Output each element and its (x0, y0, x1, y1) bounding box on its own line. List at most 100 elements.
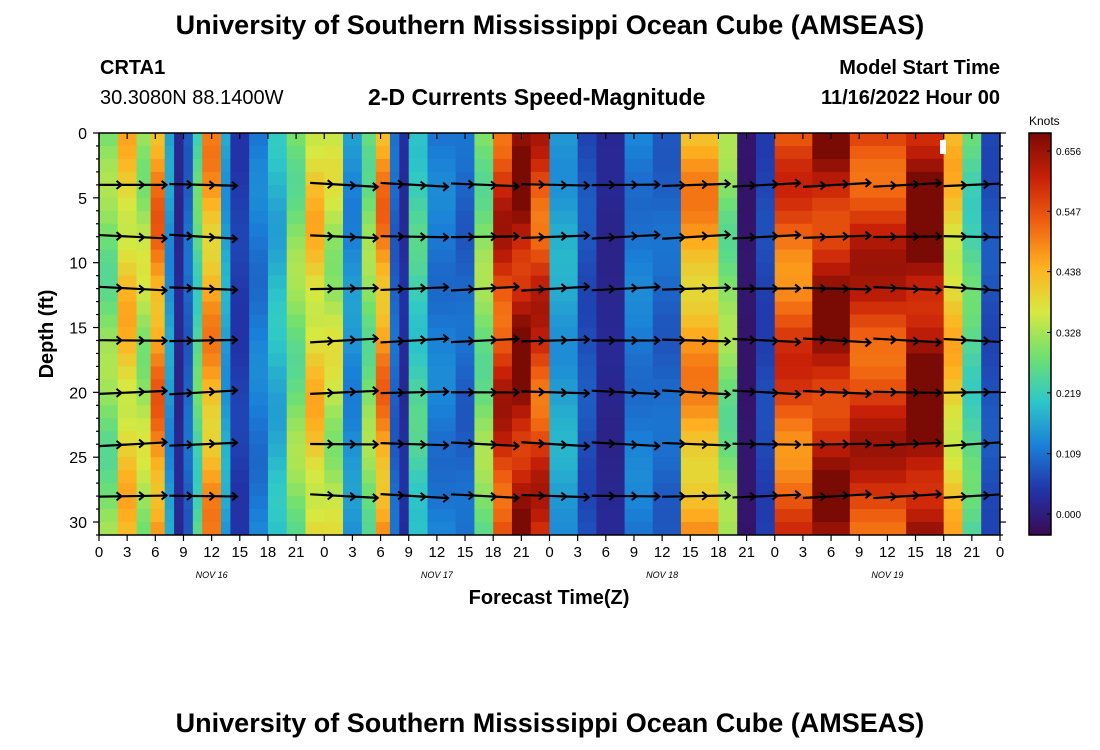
heatmap-cell (117, 223, 138, 238)
heatmap-cell (249, 418, 269, 432)
x-axis: 0 3 6 9 12 15 18 21 0 3 6 9 12 15 18 21 0 3 6 9 12 15 18 21 0 3 6 9… (95, 133, 1004, 580)
heatmap-cell (343, 483, 363, 497)
vector-arrowhead (701, 179, 709, 190)
heatmap-cell (981, 262, 1000, 277)
vector-line (521, 493, 589, 499)
heatmap-cell (427, 353, 457, 368)
heatmap-cell (389, 457, 400, 471)
heatmap-cell (221, 262, 231, 277)
heatmap-cell (343, 327, 363, 342)
heatmap-cell (755, 392, 776, 406)
heatmap-cell (906, 314, 945, 329)
heatmap-cell (249, 249, 269, 264)
heatmap-cell (408, 366, 429, 380)
vector-arrowhead (724, 229, 732, 240)
heatmap-cell (399, 210, 410, 225)
heatmap-cell (324, 509, 344, 523)
heatmap-cell (249, 288, 269, 303)
vector-line (873, 286, 941, 292)
vector-arrowhead (935, 231, 943, 242)
heatmap-cell (624, 405, 654, 419)
heatmap-cell (427, 340, 457, 355)
heatmap-cell (906, 418, 945, 432)
vector-arrowhead (631, 388, 639, 398)
heatmap-cell (286, 444, 307, 458)
heatmap-cell (99, 133, 119, 147)
heatmap-cell (305, 262, 325, 277)
vector-arrowhead (679, 284, 687, 294)
heatmap-cell (164, 210, 175, 225)
heatmap-cell (99, 353, 119, 368)
heatmap-cell (202, 444, 222, 458)
vector-line (380, 442, 449, 447)
heatmap-cell (192, 262, 203, 277)
heatmap-cell (718, 457, 738, 471)
heatmap-cell (455, 184, 476, 199)
heatmap-cell (577, 444, 598, 458)
heatmap-cell (812, 431, 851, 445)
heatmap-cell (530, 431, 551, 445)
heatmap-cell (577, 288, 598, 303)
x-tick-label: 9 (630, 544, 638, 561)
heatmap-cell (249, 353, 269, 368)
heatmap-cell (962, 431, 982, 445)
heatmap-cell (511, 236, 532, 251)
heatmap-cell (624, 418, 654, 432)
heatmap-cell (202, 158, 222, 173)
heatmap-cell (99, 249, 119, 264)
heatmap-cell (962, 405, 982, 419)
vector-arrowhead (583, 230, 591, 241)
heatmap-cell (375, 457, 391, 471)
heatmap-cell (249, 496, 269, 510)
heatmap-cell (249, 236, 269, 251)
vector-line (873, 390, 941, 395)
heatmap-cell (511, 418, 532, 432)
heatmap-cell (549, 301, 579, 316)
heatmap-cell (493, 431, 513, 445)
vector-arrowhead (912, 179, 920, 190)
heatmap-cell (906, 133, 945, 147)
heatmap-cell (981, 327, 1000, 342)
heatmap-cell (399, 366, 410, 380)
heatmap-cell (718, 197, 738, 212)
heatmap-cell (183, 145, 194, 160)
vector-arrowhead (701, 491, 709, 501)
heatmap-cell (174, 353, 185, 368)
heatmap-cell (493, 496, 513, 510)
x-tick-label: 21 (964, 544, 981, 561)
heatmap-cell (221, 288, 231, 303)
heatmap-cell (343, 184, 363, 199)
heatmap-cell (183, 249, 194, 264)
heatmap-cell (389, 470, 400, 484)
heatmap-cell (99, 184, 119, 199)
heatmap-cell (164, 197, 175, 212)
vector-arrowhead (631, 180, 639, 190)
heatmap-cell (549, 236, 579, 251)
heatmap-cell (943, 522, 964, 535)
heatmap-cell (324, 301, 344, 316)
vector-line (802, 181, 871, 188)
heatmap-cell (343, 431, 363, 445)
heatmap-cell (136, 509, 152, 523)
heatmap-cell (427, 431, 457, 445)
heatmap-cell (221, 496, 231, 510)
vector-arrowhead (701, 335, 709, 346)
heatmap-cell (755, 133, 776, 147)
heatmap-cell (455, 418, 476, 432)
heatmap-cell (267, 379, 288, 393)
heatmap-cell (549, 145, 579, 160)
heatmap-cell (324, 133, 344, 147)
heatmap-cell (755, 171, 776, 186)
vector-line (802, 286, 871, 291)
vector-arrowhead (208, 491, 217, 501)
vector-line (873, 235, 941, 239)
heatmap-cell (267, 223, 288, 238)
vector-arrowhead (160, 335, 169, 346)
heatmap-cell (962, 223, 982, 238)
heatmap-cell (136, 444, 152, 458)
heatmap-cell (164, 522, 175, 535)
heatmap-cell (943, 483, 964, 497)
heatmap-cell (511, 158, 532, 173)
heatmap-cell (427, 327, 457, 342)
